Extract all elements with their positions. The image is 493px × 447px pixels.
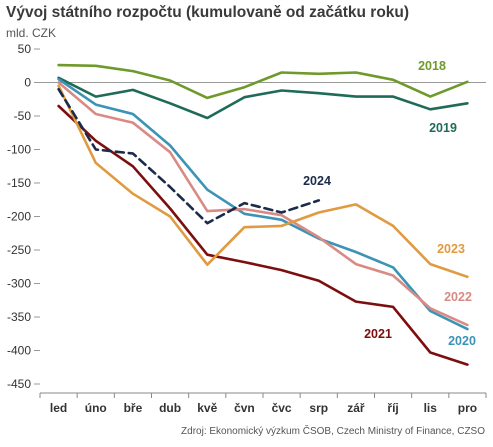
x-tick-label: dub [159,401,181,415]
series-line-2019 [57,76,469,120]
series-label-2024: 2024 [303,174,331,188]
y-tick-label: -400 [7,344,31,358]
y-tick-label: 0 [24,76,31,90]
y-tick-label: -50 [14,109,32,123]
x-tick-label: pro [458,401,477,415]
x-tick-label: srp [309,401,328,415]
x-tick-label: bře [124,401,143,415]
x-tick-label: říj [387,401,398,415]
series-label-2018: 2018 [418,59,446,73]
y-tick-label: -450 [7,377,31,391]
y-tick-label: 50 [18,42,32,56]
x-tick-label: úno [85,401,107,415]
series-line-2024 [57,87,321,225]
series-line-2021 [57,104,469,366]
series-label-2020: 2020 [448,334,476,348]
y-tick-label: -100 [7,143,31,157]
source-note: Zdroj: Ekonomický výzkum ČSOB, Czech Min… [181,426,485,437]
x-tick-label: lis [424,401,438,415]
series-label-2021: 2021 [364,327,392,341]
series-line-2018 [57,63,469,100]
y-tick-label: -300 [7,277,31,291]
series-line-2023 [57,84,469,279]
series-label-2023: 2023 [437,242,465,256]
series-line-2020 [57,77,469,331]
series-label-2022: 2022 [444,290,472,304]
y-tick-label: -200 [7,210,31,224]
x-tick-label: zář [347,401,365,415]
y-tick-label: -250 [7,243,31,257]
y-axis-unit-label: mld. CZK [6,26,57,40]
series-line-2022 [57,81,469,327]
x-tick-label: čvn [234,401,255,415]
chart-title: Vývoj státního rozpočtu (kumulovaně od z… [6,4,410,21]
y-tick-label: -150 [7,176,31,190]
x-tick-label: čvc [272,401,292,415]
series-label-2019: 2019 [429,121,457,135]
x-tick-label: kvě [197,401,217,415]
y-tick-label: -350 [7,310,31,324]
x-tick-label: led [50,401,67,415]
